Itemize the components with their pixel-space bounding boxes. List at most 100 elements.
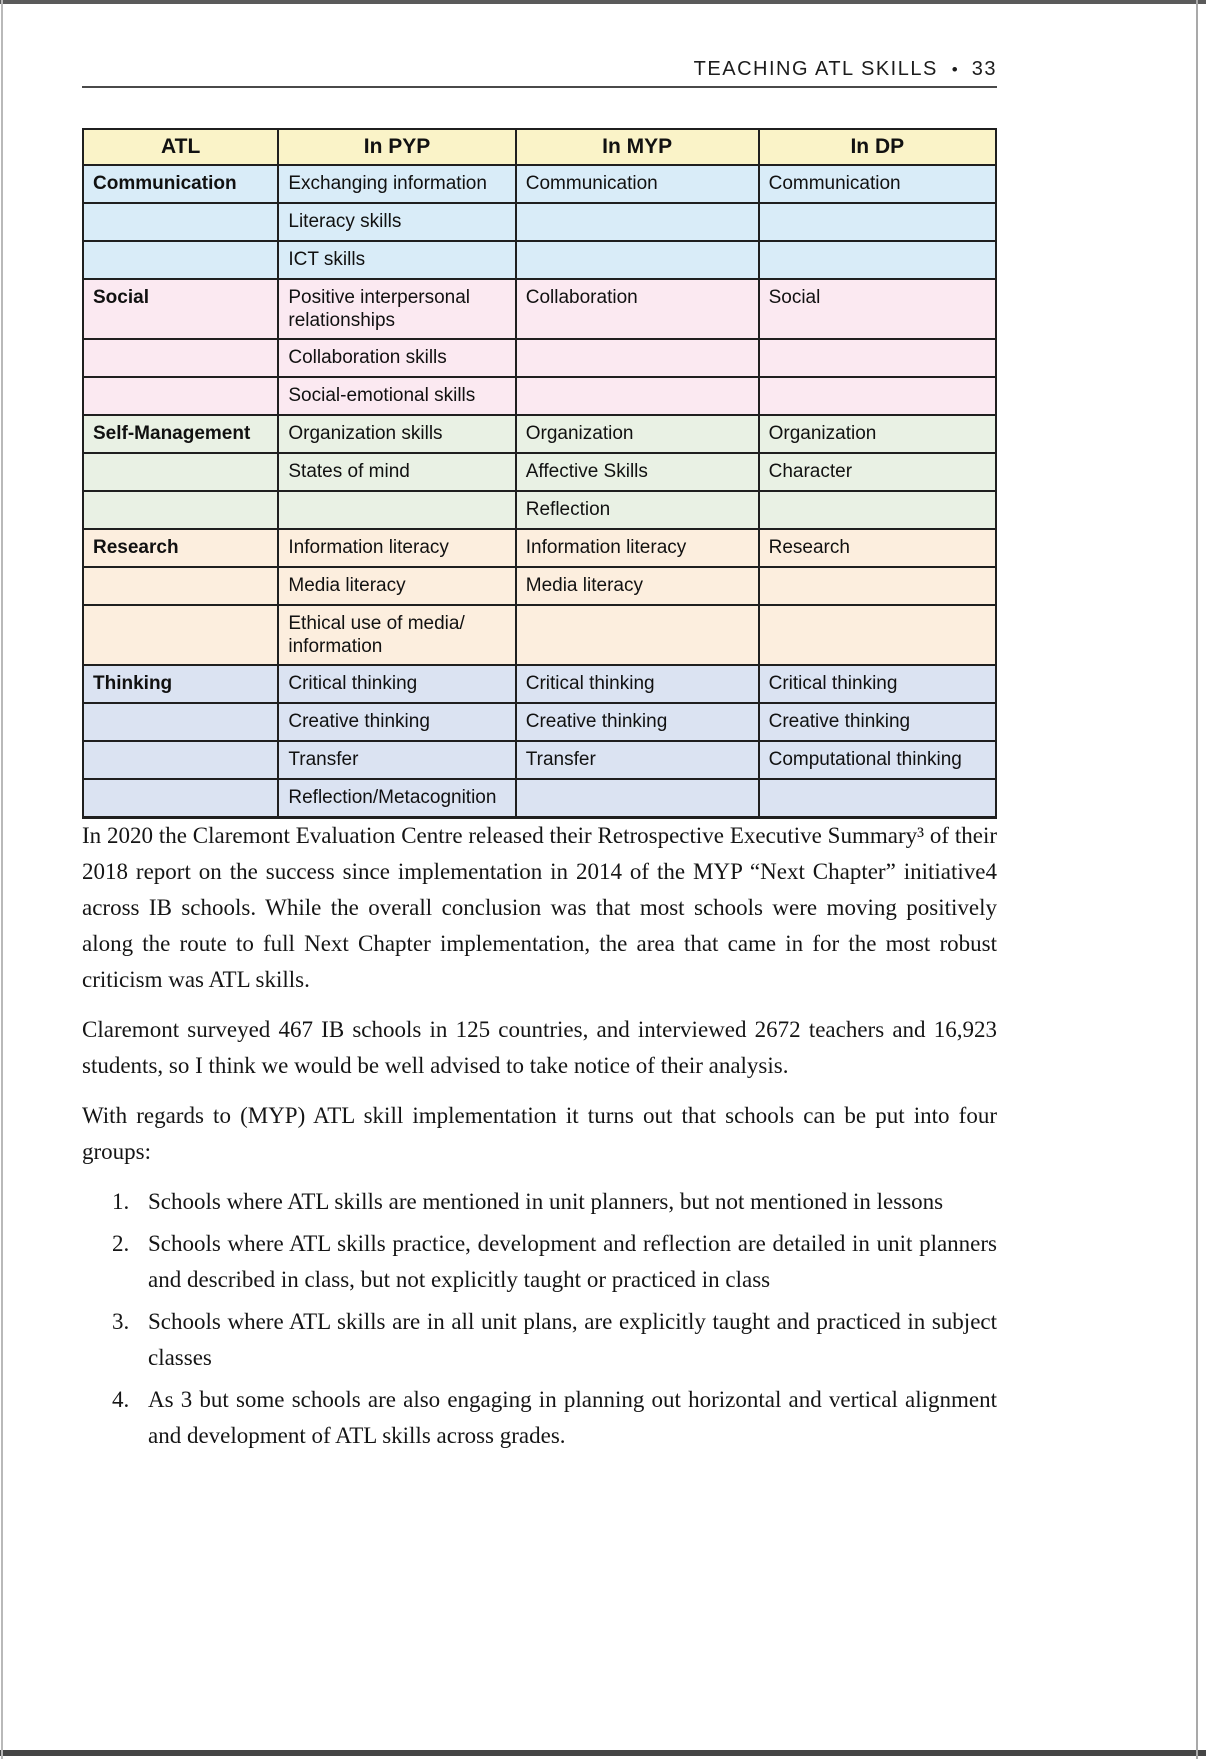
table-cell: Information literacy [514,527,760,568]
table-cell: Critical thinking [757,664,998,705]
header-rule [82,86,997,88]
list-item-text: Schools where ATL skills are mentioned i… [148,1189,944,1214]
table-row: Communication Exchanging information Commu… [81,163,998,204]
table-cell: Media literacy [277,565,517,606]
table-cell: Media literacy [514,565,760,606]
table-cell: Self-Management [81,413,280,454]
table-cell: States of mind [277,451,517,492]
table-row: Reflection [81,489,998,530]
list-item-number: 3. [112,1309,130,1334]
table-cell: Creative thinking [514,702,760,743]
table-cell: Social-emotional skills [277,375,517,416]
table-cell: Research [757,527,998,568]
table-cell: Social [757,277,998,340]
paragraph: In 2020 the Claremont Evaluation Centre … [82,823,997,992]
list-item: 3. Schools where ATL skills are in all u… [82,1304,997,1376]
table-cell: Social [81,277,280,340]
list-item-text: Schools where ATL skills are in all unit… [148,1309,997,1370]
table-cell [81,489,280,530]
table-cell [757,489,998,530]
table-cell: Critical thinking [277,664,517,705]
table-cell: Creative thinking [757,702,998,743]
table-row: Transfer Transfer Computational thinking [81,740,998,781]
table-cell: Communication [81,163,280,204]
page-edge-left [1,0,3,1759]
table-cell: Positive interpersonal relationships [277,277,517,340]
table-cell: Transfer [277,740,517,781]
table-row: Thinking Critical thinking Critical thinki… [81,664,998,705]
table-row: Social Positive interpersonal relationshi… [81,277,998,340]
table-cell: Organization [514,413,760,454]
table-row: Creative thinking Creative thinking Creati… [81,702,998,743]
table-cell: Reflection [514,489,760,530]
body-text: In 2020 the Claremont Evaluation Centre … [82,818,997,1460]
list-item-number: 4. [112,1387,130,1412]
table-cell [757,337,998,378]
table-cell [81,201,280,242]
table-row: Social-emotional skills [81,375,998,416]
page-edge-top [0,0,1206,4]
header-bullet-separator: • [951,60,958,79]
table-cell [81,337,280,378]
header-title: TEACHING ATL SKILLS [693,58,938,80]
table-cell [81,778,280,819]
column-header-dp: In DP [757,128,998,166]
list-item: 1. Schools where ATL skills are mentione… [82,1184,997,1220]
table-cell [757,201,998,242]
list-item-number: 1. [112,1189,130,1214]
table-cell [514,337,760,378]
table-cell: Ethical use of media/ information [277,603,517,667]
table-cell: Thinking [81,664,280,705]
table-cell [757,603,998,667]
table-row: Media literacy Media literacy [81,565,998,606]
table-cell: Collaboration skills [277,337,517,378]
table-cell: Transfer [514,740,760,781]
paragraph: Claremont surveyed 467 IB schools in 125… [82,1017,997,1078]
table-cell [81,375,280,416]
column-header-atl: ATL [81,128,280,166]
table-row: States of mind Affective Skills Character [81,451,998,492]
table-cell: Critical thinking [514,664,760,705]
table-cell: Research [81,527,280,568]
table-row: Literacy skills [81,201,998,242]
table-cell [757,778,998,819]
header-page-number: 33 [971,58,997,80]
page-edge-right [1196,0,1198,1759]
table-cell: Collaboration [514,277,760,340]
atl-skills-table-wrap: ATL In PYP In MYP In DP Communication Exc… [81,128,998,820]
table-header-row: ATL In PYP In MYP In DP [81,128,998,166]
table-row: Ethical use of media/ information [81,603,998,667]
list-item-text: Schools where ATL skills practice, devel… [148,1231,997,1292]
table-cell [81,565,280,606]
table-cell [277,489,517,530]
paragraph: With regards to (MYP) ATL skill implemen… [82,1103,997,1164]
atl-table-body: Communication Exchanging information Commu… [81,163,998,819]
table-cell: Creative thinking [277,702,517,743]
page-edge-bottom [0,1750,1206,1756]
table-cell: Computational thinking [757,740,998,781]
table-cell [514,201,760,242]
table-cell: Literacy skills [277,201,517,242]
table-cell [514,778,760,819]
table-cell: ICT skills [277,239,517,280]
table-cell [81,451,280,492]
numbered-list: 1. Schools where ATL skills are mentione… [82,1184,997,1454]
atl-skills-table: ATL In PYP In MYP In DP Communication Exc… [81,128,998,820]
running-header: TEACHING ATL SKILLS • 33 [82,58,997,81]
table-row: Reflection/Metacognition [81,778,998,819]
table-cell [514,239,760,280]
table-cell: Communication [757,163,998,204]
table-cell [81,603,280,667]
list-item-number: 2. [112,1231,130,1256]
table-cell: Affective Skills [514,451,760,492]
column-header-myp: In MYP [514,128,760,166]
table-row: Research Information literacy Information … [81,527,998,568]
table-cell [81,239,280,280]
table-cell [757,239,998,280]
table-cell: Reflection/Metacognition [277,778,517,819]
table-cell: Organization [757,413,998,454]
table-cell: Organization skills [277,413,517,454]
table-cell [757,565,998,606]
table-cell: Character [757,451,998,492]
